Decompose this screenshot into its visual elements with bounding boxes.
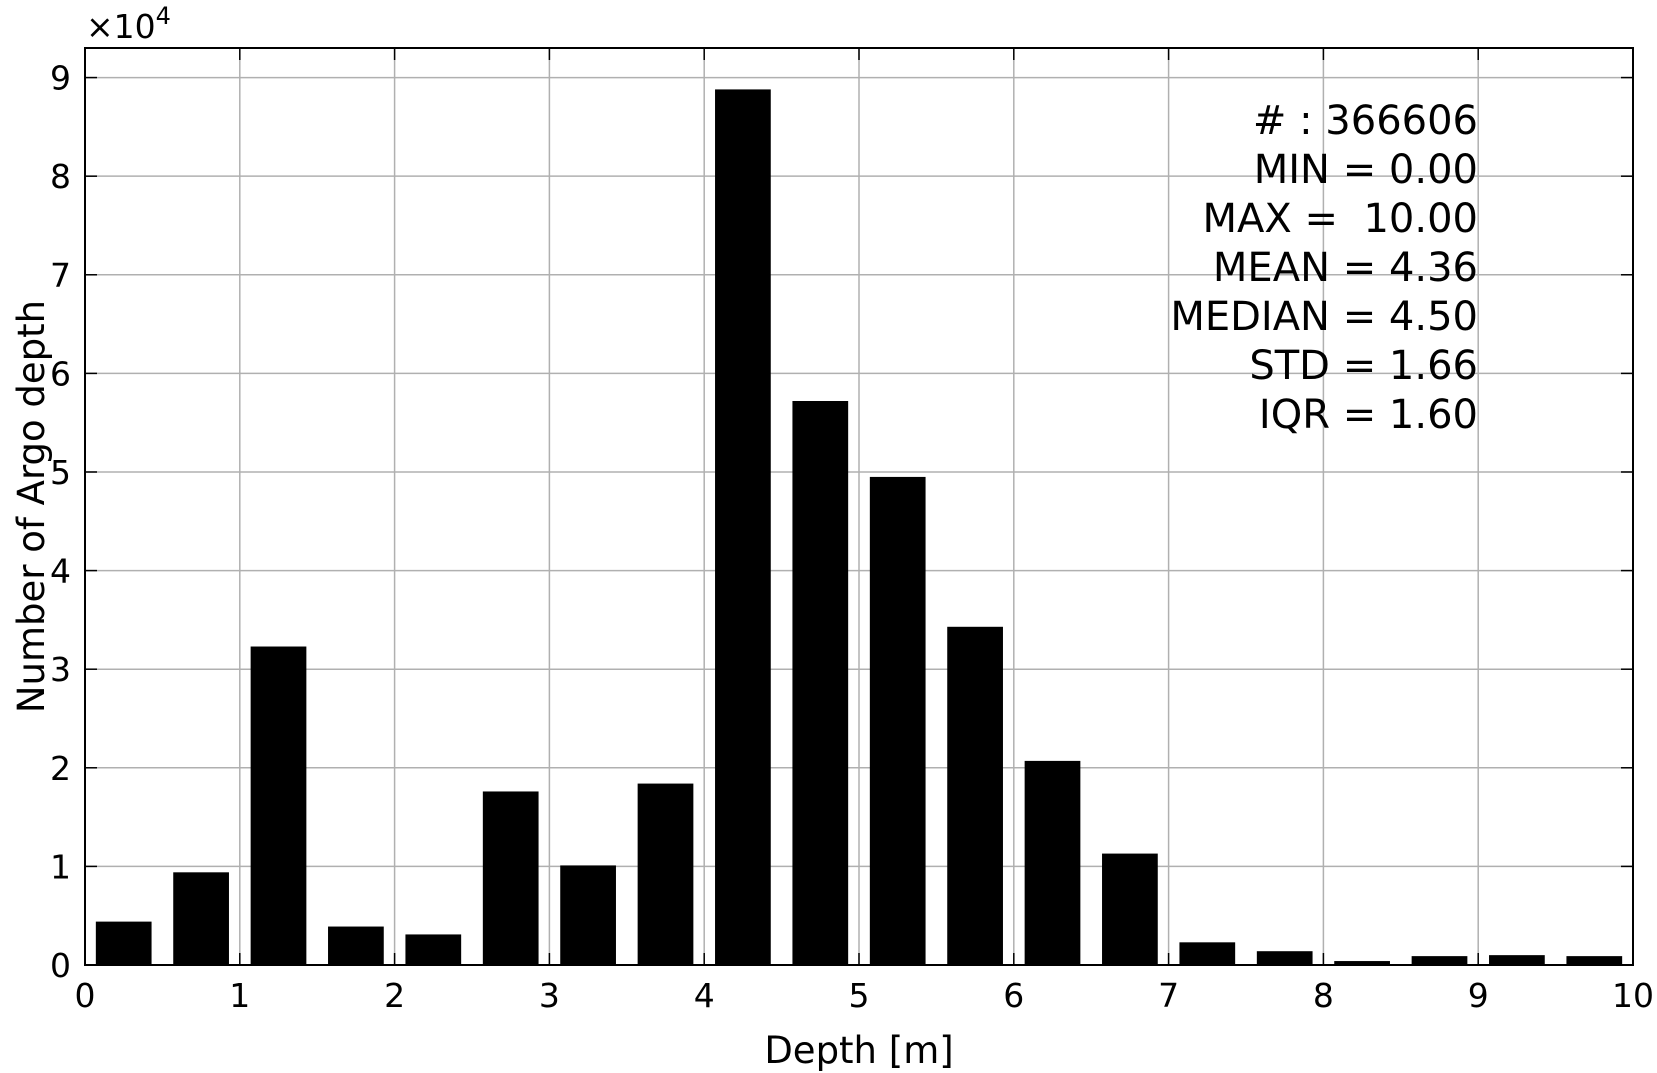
y-multiplier-exponent: 4 bbox=[156, 2, 171, 30]
y-tick-label: 2 bbox=[50, 749, 71, 788]
y-tick-label: 0 bbox=[50, 946, 71, 985]
x-tick-label: 3 bbox=[539, 976, 560, 1015]
y-tick-label: 1 bbox=[50, 847, 71, 886]
statistic-line: IQR = 1.60 bbox=[1259, 392, 1478, 438]
y-multiplier-label: ×104 bbox=[86, 2, 171, 46]
statistic-line: MEAN = 4.36 bbox=[1213, 245, 1478, 291]
bars bbox=[95, 89, 1623, 965]
histogram-bar bbox=[1256, 951, 1313, 965]
x-tick-label: 7 bbox=[1158, 976, 1179, 1015]
histogram-bar bbox=[1489, 955, 1545, 965]
histogram-bar bbox=[637, 783, 694, 965]
histogram-bar bbox=[1411, 956, 1468, 965]
y-tick-label: 9 bbox=[50, 59, 71, 98]
histogram-bar bbox=[95, 921, 152, 965]
histogram-bar bbox=[715, 89, 771, 965]
y-tick-label: 3 bbox=[50, 650, 71, 689]
tick-marks bbox=[84, 48, 1634, 966]
histogram-bar bbox=[947, 626, 1003, 965]
statistic-line: MIN = 0.00 bbox=[1254, 147, 1478, 193]
histogram-bar bbox=[1024, 760, 1081, 965]
statistic-line: # : 366606 bbox=[1253, 98, 1478, 144]
y-tick-label: 5 bbox=[50, 453, 71, 492]
x-tick-label: 9 bbox=[1468, 976, 1489, 1015]
y-axis-label: Number of Argo depth bbox=[10, 300, 53, 713]
statistic-line: STD = 1.66 bbox=[1249, 343, 1478, 389]
histogram-bar bbox=[869, 476, 926, 965]
x-tick-label: 0 bbox=[75, 976, 96, 1015]
histogram-bar bbox=[1334, 961, 1390, 965]
x-tick-label: 10 bbox=[1612, 976, 1654, 1015]
y-tick-labels: 0 1 2 3 4 5 6 7 8 9 bbox=[50, 59, 71, 985]
x-tick-label: 1 bbox=[229, 976, 250, 1015]
histogram-bar bbox=[792, 400, 849, 965]
histogram-bar bbox=[328, 926, 384, 965]
histogram-bar bbox=[1102, 853, 1158, 965]
x-tick-label: 8 bbox=[1313, 976, 1334, 1015]
x-axis-label: Depth [m] bbox=[764, 1029, 953, 1072]
x-tick-label: 6 bbox=[1003, 976, 1024, 1015]
y-tick-label: 6 bbox=[50, 354, 71, 393]
statistic-line: MAX = 10.00 bbox=[1203, 196, 1478, 242]
plot-frame bbox=[84, 47, 1634, 966]
x-tick-label: 4 bbox=[694, 976, 715, 1015]
statistic-line: MEDIAN = 4.50 bbox=[1170, 294, 1478, 340]
histogram-bar bbox=[405, 934, 462, 965]
y-tick-label: 7 bbox=[50, 256, 71, 295]
x-tick-label: 2 bbox=[384, 976, 405, 1015]
x-tick-label: 5 bbox=[849, 976, 870, 1015]
histogram-bar bbox=[1566, 956, 1623, 965]
y-tick-label: 8 bbox=[50, 157, 71, 196]
histogram-bar bbox=[560, 865, 616, 965]
histogram-bar bbox=[1179, 942, 1236, 965]
histogram-bar bbox=[173, 872, 229, 965]
histogram-bar bbox=[250, 646, 307, 965]
x-tick-labels: 0 1 2 3 4 5 6 7 8 9 10 bbox=[75, 976, 1655, 1015]
y-multiplier-base: ×10 bbox=[86, 7, 156, 46]
y-tick-label: 4 bbox=[50, 552, 71, 591]
histogram-bar bbox=[482, 791, 539, 965]
